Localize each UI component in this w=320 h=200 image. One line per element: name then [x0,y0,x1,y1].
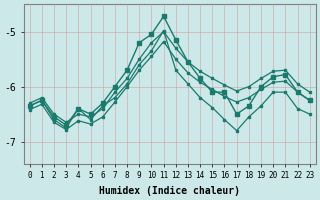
X-axis label: Humidex (Indice chaleur): Humidex (Indice chaleur) [99,186,240,196]
